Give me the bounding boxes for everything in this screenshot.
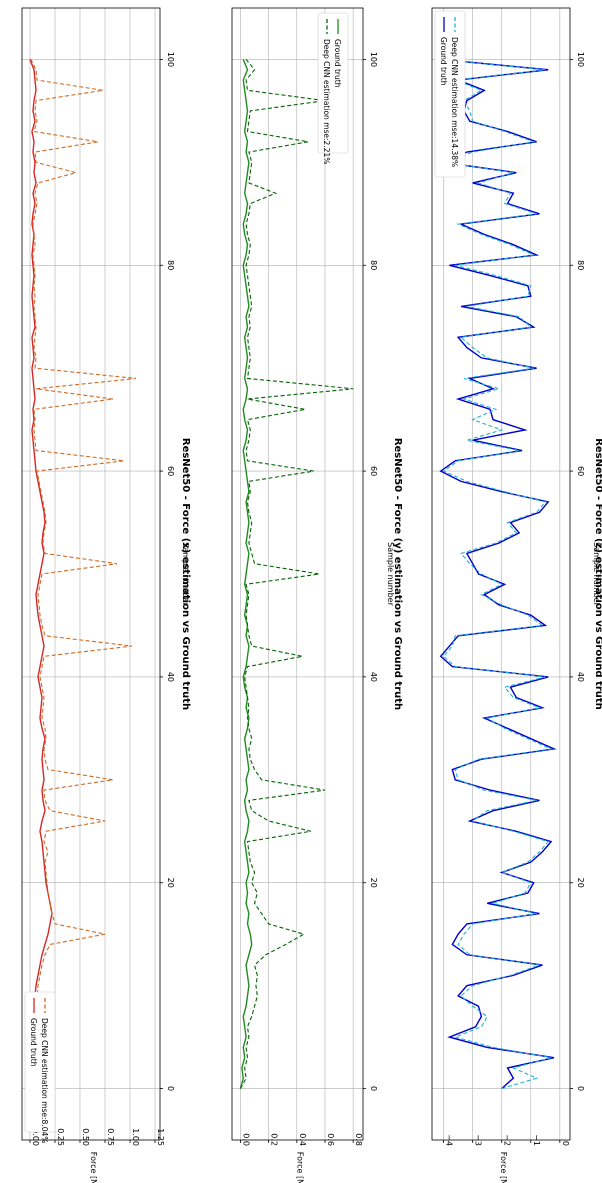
legend: Deep CNN estimation mse:2.21% Ground trut… (317, 12, 349, 164)
chart-panel-3: 0 20 40 60 80 100 0 −1 −2 −3 −4 Sample number Force … (431, 7, 602, 1183)
y-tick-label: −4 (445, 1134, 454, 1146)
x-tick-label: 80 (166, 260, 175, 270)
x-axis-label: Sample number (592, 542, 601, 606)
plot-frame (431, 7, 571, 1141)
series-line-ground-truth (29, 59, 53, 1089)
x-tick-label: 60 (166, 466, 175, 476)
y-tick-label: 0 (561, 1141, 570, 1146)
y-tick-label: 0.4 (298, 1133, 307, 1146)
x-tick-label: 80 (576, 260, 585, 270)
x-axis-label: Sample number (386, 542, 395, 606)
x-tick-label: 40 (369, 672, 378, 682)
legend-label: Deep CNN estimation mse:2.21% (322, 39, 331, 164)
y-tick-label: 0.75 (106, 1128, 115, 1146)
x-tick-label: 0 (369, 1086, 378, 1091)
x-tick-label: 100 (369, 52, 378, 67)
chart-title: ResNet50 - Force (x) estimation vs Groun… (180, 438, 191, 710)
y-axis-label: Force [N] (89, 1152, 98, 1183)
y-tick-label: 0.00 (31, 1128, 40, 1146)
chart-title: ResNet50 - Force (y) estimation vs Groun… (392, 438, 403, 710)
legend-label: Deep CNN estimation mse:14.38% (450, 37, 459, 167)
x-tick-label: 0 (166, 1086, 175, 1091)
x-tick-label: 20 (576, 878, 585, 888)
x-tick-label: 100 (576, 52, 585, 67)
chart-title: ResNet50 - Force (z) estimation vs Groun… (593, 438, 602, 710)
y-tick-label: −2 (503, 1134, 512, 1146)
x-tick-label: 40 (166, 672, 175, 682)
y-tick-label: −1 (532, 1134, 541, 1146)
y-tick-label: 1.25 (156, 1128, 165, 1146)
legend-box (434, 10, 466, 178)
y-tick-label: −3 (474, 1134, 483, 1146)
series-line-ground-truth (439, 58, 557, 1090)
chart-panel-2: 0 20 40 60 80 100 0.0 0.2 0.4 0.6 0.8 Sample number… (231, 7, 403, 1183)
x-tick-label: 40 (576, 672, 585, 682)
series-line-estimation (29, 59, 137, 1089)
chart-panel-1: 0 20 40 60 80 100 0.00 0.25 0.50 0.75 1.00 1.25 Samp… (21, 7, 191, 1183)
series-line-estimation (437, 58, 554, 1090)
x-tick-label: 20 (166, 878, 175, 888)
y-tick-label: 0.50 (81, 1128, 90, 1146)
legend-label: Ground truth (333, 39, 342, 88)
legend-label: Deep CNN estimation mse:8.04% (40, 1018, 49, 1143)
y-axis-label: Force [N] (499, 1152, 508, 1183)
x-tick-label: 20 (369, 878, 378, 888)
y-tick-label: 0.8 (354, 1133, 363, 1146)
plot-frame (21, 7, 161, 1141)
y-tick-label: 0.2 (270, 1133, 279, 1146)
legend: Ground truth Deep CNN estimation mse:14.3… (434, 10, 466, 178)
y-axis-label: Force [N] (296, 1152, 305, 1183)
x-tick-label: 0 (576, 1086, 585, 1091)
legend-box (317, 12, 349, 154)
y-tick-label: 0.0 (241, 1133, 250, 1146)
legend-label: Ground truth (439, 37, 448, 86)
legend-box (24, 991, 56, 1133)
y-tick-label: 1.00 (131, 1128, 140, 1146)
x-tick-label: 80 (369, 260, 378, 270)
plot-frame (231, 7, 364, 1141)
x-tick-label: 100 (166, 52, 175, 67)
x-tick-label: 60 (369, 466, 378, 476)
y-tick-label: 0.6 (326, 1133, 335, 1146)
legend-label: Ground truth (29, 1018, 38, 1067)
legend: Ground truth Deep CNN estimation mse:8.04… (24, 991, 56, 1143)
y-tick-label: 0.25 (56, 1128, 65, 1146)
series-line-ground-truth (239, 59, 253, 1089)
x-tick-label: 60 (576, 466, 585, 476)
x-axis-label: Sample number (181, 542, 190, 606)
